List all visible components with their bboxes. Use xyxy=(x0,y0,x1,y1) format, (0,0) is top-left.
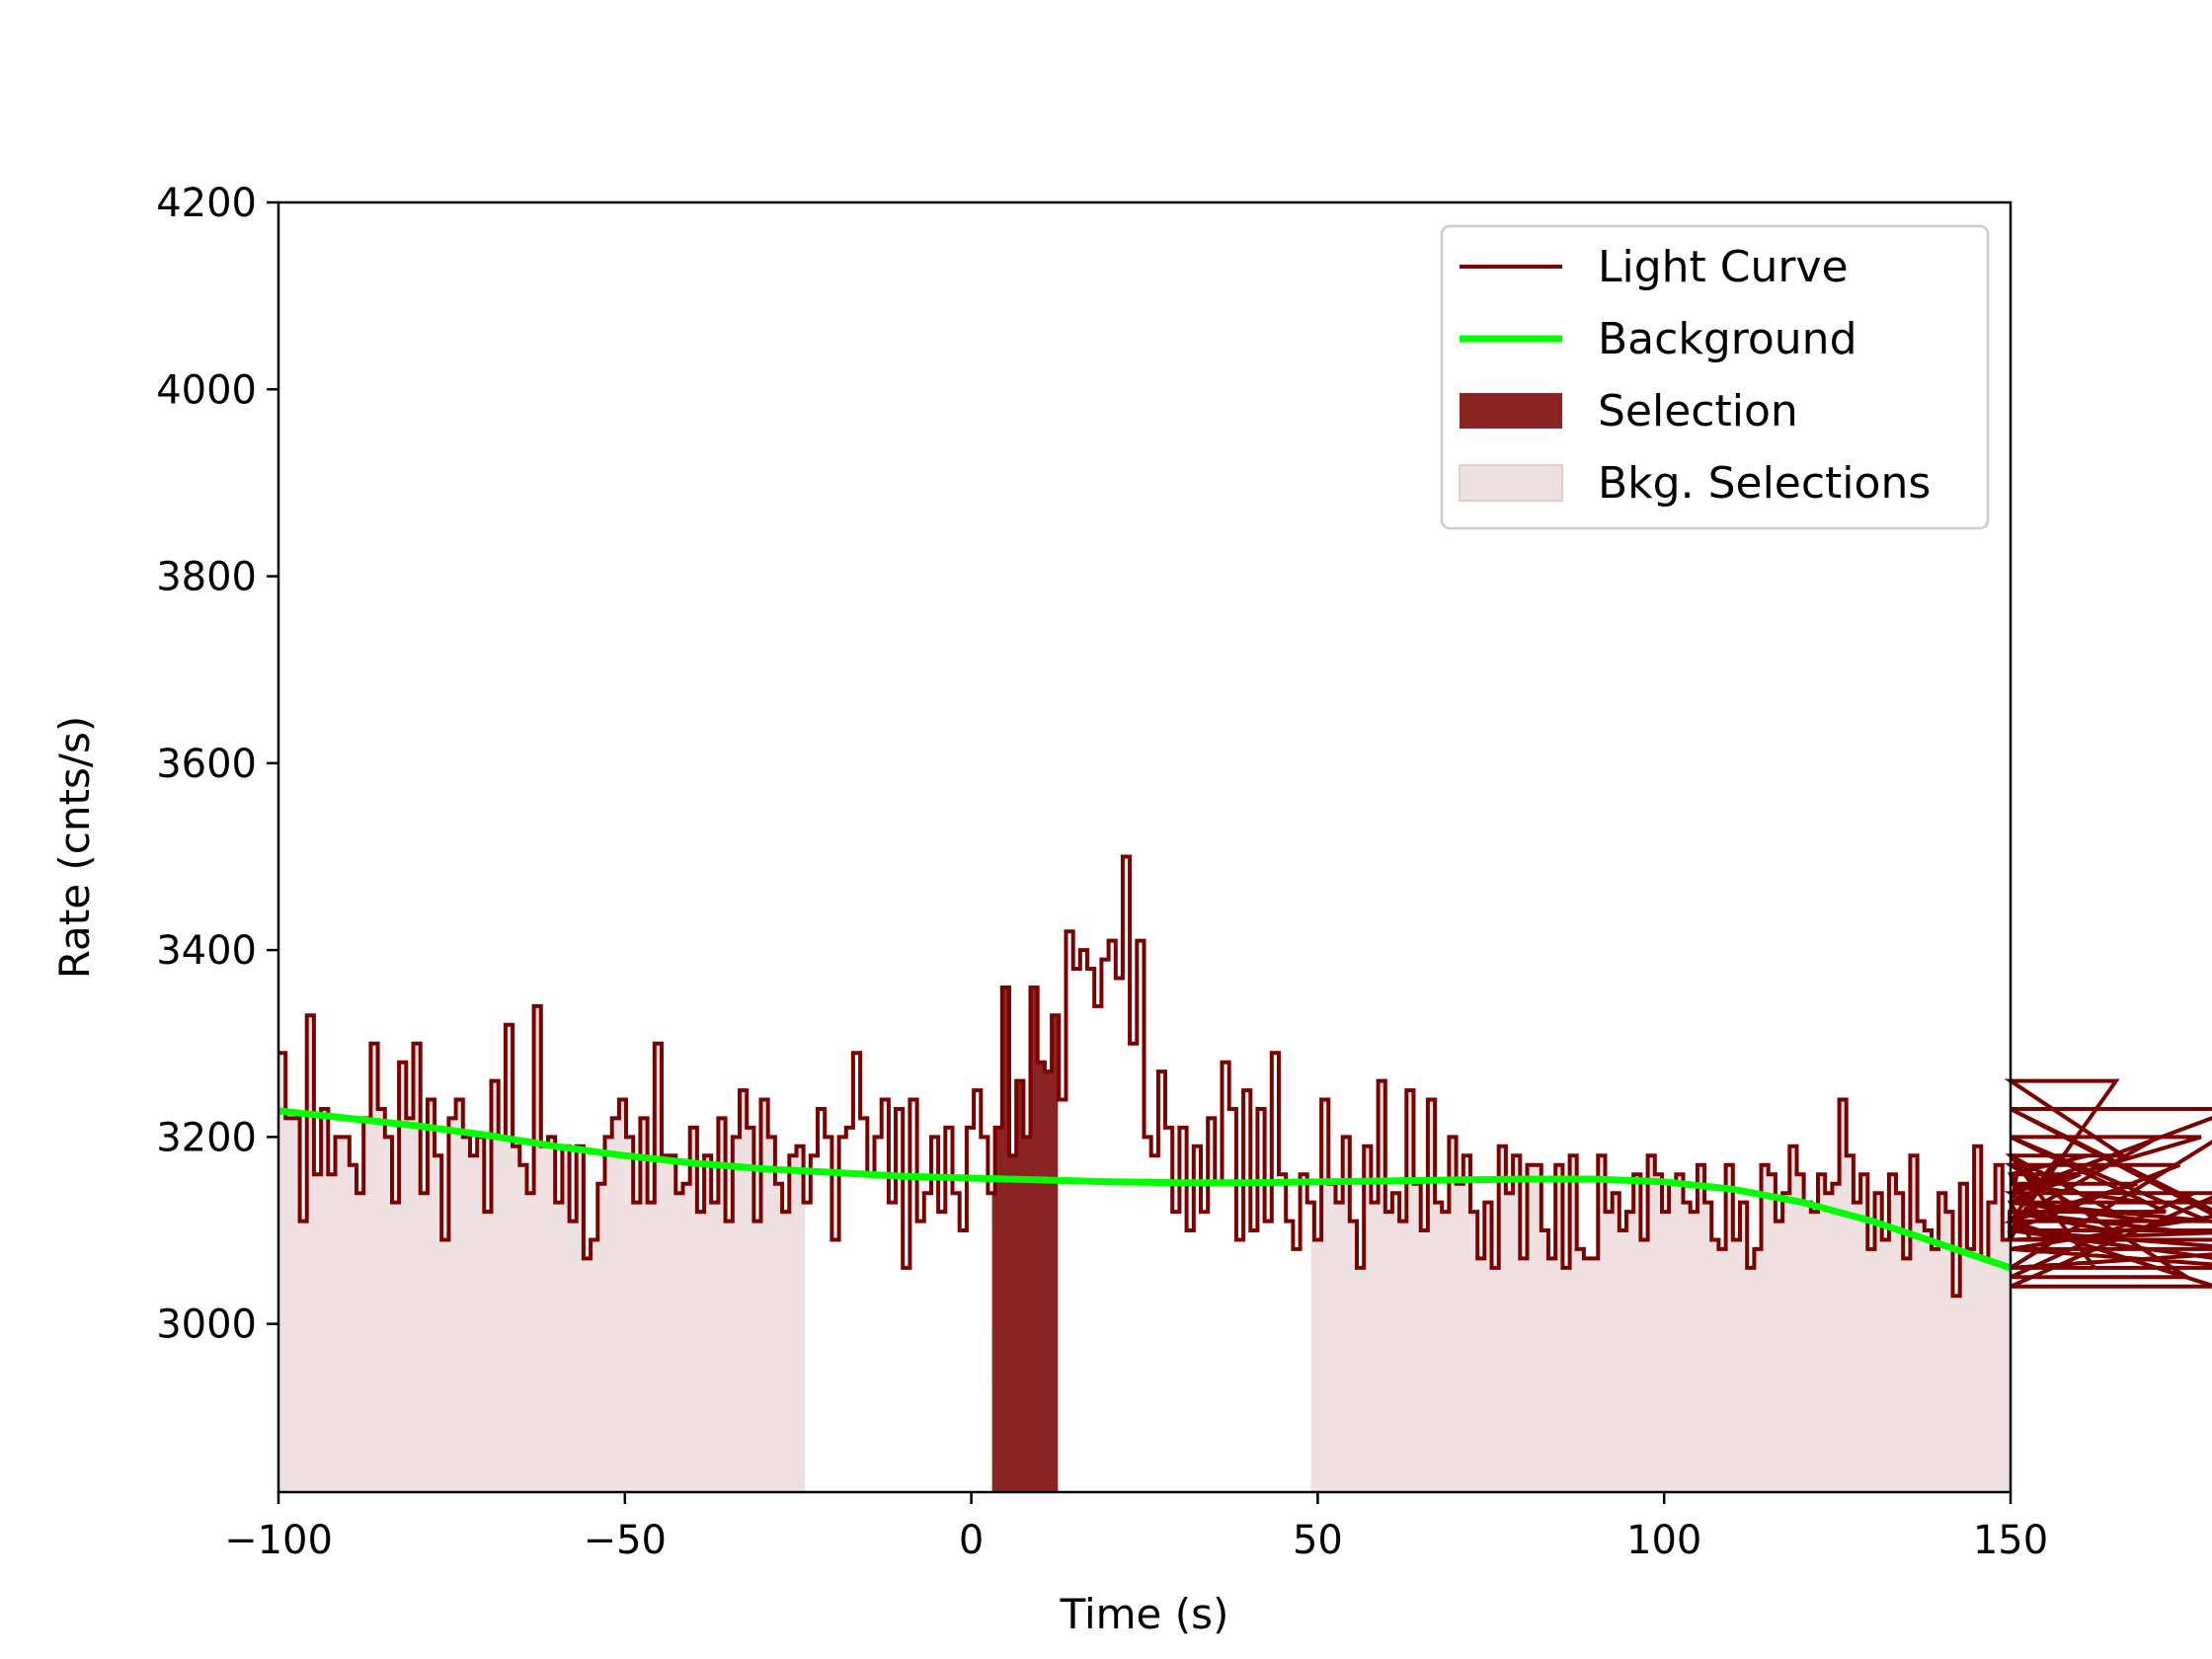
y-tick-label: 3800 xyxy=(156,555,257,600)
y-tick-label: 3600 xyxy=(156,742,257,787)
legend-label: Bkg. Selections xyxy=(1598,458,1931,509)
legend-swatch xyxy=(1459,464,1563,502)
legend: Light Curve Background Selection Bkg. Selec… xyxy=(1440,224,1990,530)
x-axis-title: Time (s) xyxy=(1060,1590,1229,1638)
x-tick-label: 50 xyxy=(1293,1518,1343,1563)
y-tick-label: 3000 xyxy=(156,1303,257,1348)
x-tick-label: −100 xyxy=(224,1518,333,1563)
legend-label: Selection xyxy=(1598,386,1798,436)
y-axis-title: Rate (cnts/s) xyxy=(50,716,99,980)
x-axis: −100 −50 0 50 100 150 xyxy=(224,1492,2048,1563)
y-tick-label: 3200 xyxy=(156,1115,257,1160)
y-tick-label: 4000 xyxy=(156,367,257,413)
y-tick-label: 4200 xyxy=(156,181,257,226)
x-tick-label: −50 xyxy=(584,1518,667,1563)
bkg-selection-region-1 xyxy=(1310,1080,2011,1492)
y-axis: 3000 3200 3400 3600 3800 4000 4200 xyxy=(156,181,278,1348)
x-tick-label: 0 xyxy=(959,1518,984,1563)
background-series xyxy=(277,1107,2013,1272)
legend-box xyxy=(1440,224,1990,530)
legend-label: Background xyxy=(1598,314,1857,364)
legend-label: Light Curve xyxy=(1598,242,1849,292)
light-curve-series xyxy=(278,854,2212,1299)
background-layer xyxy=(277,1107,2013,1272)
light-curve-layer xyxy=(278,854,2212,1299)
y-tick-label: 3400 xyxy=(156,928,257,974)
x-tick-label: 100 xyxy=(1626,1518,1701,1563)
legend-swatch xyxy=(1460,393,1562,429)
x-tick-label: 150 xyxy=(1973,1518,2048,1563)
axes-frame xyxy=(276,200,2013,1494)
